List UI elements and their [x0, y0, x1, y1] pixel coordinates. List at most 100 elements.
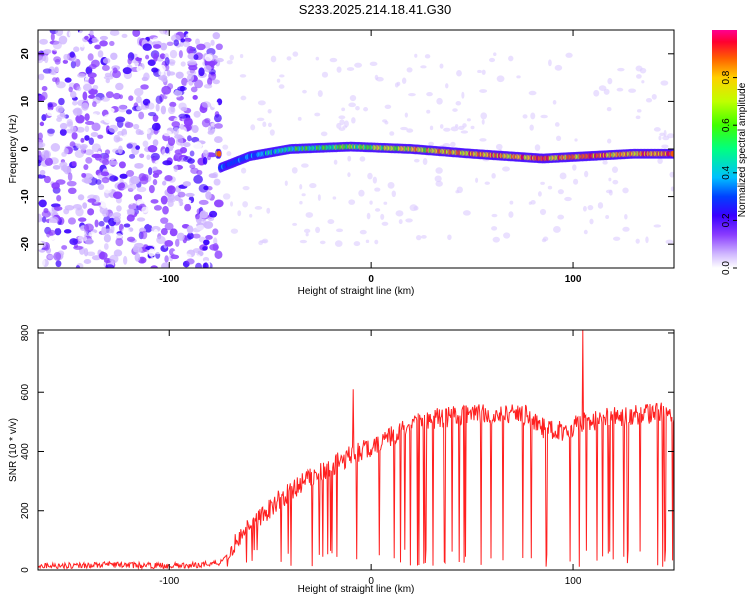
spectrogram-xlabel: Height of straight line (km) — [298, 286, 415, 297]
spectrogram-cell — [42, 216, 47, 223]
spectrogram-cell — [196, 43, 206, 51]
spectrogram-cell — [564, 196, 572, 202]
spectrogram-cell — [611, 166, 619, 173]
spectrogram-cell — [193, 174, 203, 184]
spectrogram-cell — [185, 192, 195, 197]
colorbar-tick-label: 0.4 — [721, 165, 732, 179]
spectrogram-cell — [374, 187, 381, 192]
spectrogram-cell — [210, 39, 215, 46]
spectrogram-cell — [46, 194, 54, 199]
spectrogram-cell — [67, 187, 77, 195]
spectrogram-cell — [97, 134, 104, 139]
spectrogram-cell — [81, 102, 89, 111]
spectrogram-cell — [196, 169, 203, 176]
spectrogram-cell — [63, 53, 70, 61]
spectrogram-cell — [73, 46, 80, 53]
spectrogram-cell — [115, 233, 123, 239]
spectrogram-cell — [456, 69, 462, 77]
spectrogram-cell — [152, 37, 160, 42]
spectrogram-cell — [383, 201, 388, 205]
spectrogram-cell — [118, 161, 126, 169]
spectrogram-cell — [179, 146, 188, 154]
spectrogram-cell — [278, 84, 285, 89]
spectrogram-cell — [115, 237, 124, 247]
spectrogram-cell — [299, 200, 303, 205]
spectrogram-cell — [56, 81, 66, 89]
spectrogram-cell — [92, 101, 97, 108]
spectrogram-cell — [152, 166, 158, 171]
spectrogram-cell — [426, 91, 433, 97]
spectrogram-cell — [47, 254, 54, 260]
spectrogram-cell — [165, 146, 170, 154]
spectrogram-cell — [539, 208, 547, 216]
spectrogram-cell — [186, 81, 194, 88]
spectrogram-cell — [109, 40, 115, 46]
spectrogram-cell — [628, 88, 637, 93]
spectrogram-marks — [38, 30, 674, 268]
spectrogram-cell — [194, 254, 202, 263]
spectrogram-cell — [292, 51, 299, 57]
spectrogram-cell — [99, 35, 109, 41]
spectrogram-cell — [212, 32, 221, 40]
spectrogram-cell — [183, 253, 192, 259]
spectrogram-cell — [462, 123, 467, 128]
spectrogram-cell — [484, 181, 490, 185]
spectrogram-cell — [398, 219, 403, 225]
spectrogram-cell — [153, 205, 162, 211]
spectrogram-cell — [256, 117, 265, 122]
spectrogram-cell — [83, 164, 89, 170]
spectrogram-cell — [48, 216, 59, 224]
spectrogram-cell — [239, 54, 244, 59]
spectrogram-cell — [77, 73, 86, 78]
spectrogram-cell — [80, 137, 85, 143]
spectrogram-cell — [369, 61, 378, 67]
spectrogram-cell — [55, 105, 64, 113]
spectrogram-cell — [84, 113, 90, 121]
spectrogram-cell — [214, 123, 223, 129]
spectrogram-cell — [202, 156, 208, 165]
spectrogram-cell — [141, 119, 150, 128]
spectrogram-cell — [336, 122, 342, 129]
spectrogram-cell — [82, 202, 88, 209]
colorbar-label: Normalized spectral amplitude — [737, 82, 748, 217]
spectrogram-cell — [136, 65, 143, 73]
spectrogram-cell — [86, 251, 96, 257]
spectrogram-cell — [115, 116, 126, 123]
spectrogram-cell — [166, 41, 174, 46]
spectrogram-cell — [94, 219, 99, 228]
spectrogram-cell — [194, 79, 204, 89]
spectrogram-cell — [479, 138, 487, 142]
spectrogram-cell — [134, 242, 144, 248]
spectrogram-cell — [166, 185, 176, 195]
spectrogram-cell — [127, 183, 137, 191]
spectrogram-cell — [59, 128, 67, 136]
spectrogram-cell — [502, 166, 510, 172]
spectrogram-cell — [84, 125, 90, 133]
spectrogram-cell — [209, 210, 218, 218]
spectrogram-cell — [180, 61, 186, 67]
spectrogram-cell — [587, 204, 594, 211]
spectrogram-cell — [530, 112, 536, 120]
spectrogram-cell — [194, 213, 200, 220]
spectrogram-cell — [387, 181, 395, 189]
spectrogram-cell — [327, 219, 335, 225]
spectrogram-cell — [203, 83, 213, 89]
spectrogram-cell — [493, 52, 497, 57]
spectrogram-cell — [420, 65, 427, 69]
spectrogram-cell — [67, 217, 76, 225]
spectrogram-cell — [112, 148, 121, 154]
spectrogram-cell — [582, 205, 587, 212]
spectrogram-cell — [44, 54, 49, 64]
spectrogram-cell — [153, 44, 162, 49]
spectrogram-cell — [297, 116, 302, 121]
spectrogram-cell — [132, 246, 143, 253]
spectrogram-cell — [372, 176, 377, 184]
spectrogram-cell — [193, 110, 201, 118]
spectrogram-cell — [145, 54, 150, 60]
spectrogram-cell — [54, 58, 61, 65]
spectrogram-cell — [71, 132, 78, 140]
spectrogram-cell — [180, 123, 185, 130]
spectrogram-cell — [351, 117, 356, 124]
spectrogram-cell — [61, 245, 68, 250]
